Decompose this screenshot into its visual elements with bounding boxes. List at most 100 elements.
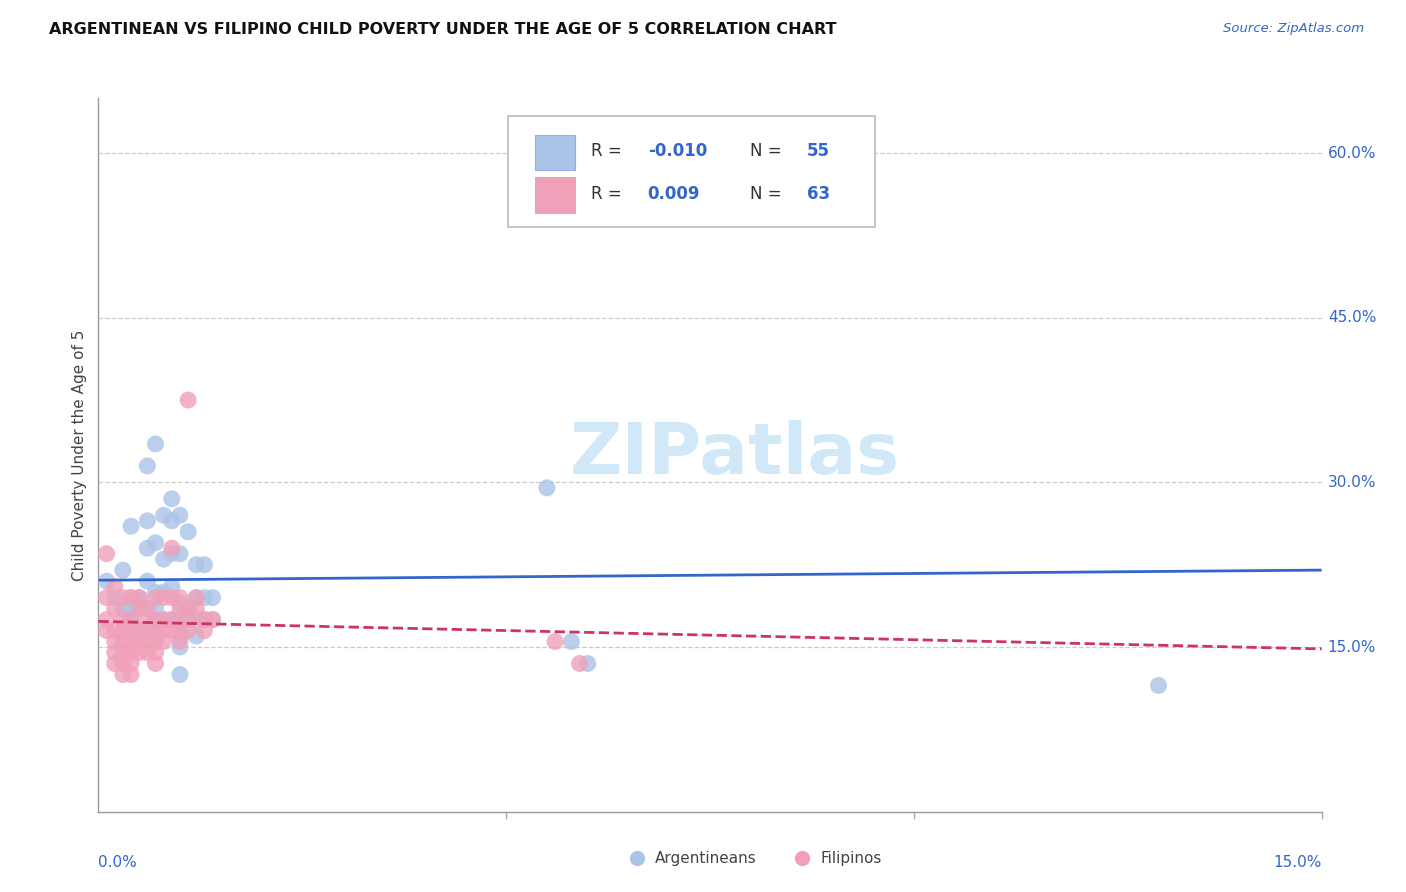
Text: Argentineans: Argentineans xyxy=(655,851,756,865)
Point xyxy=(544,634,567,648)
Point xyxy=(145,634,167,648)
Point xyxy=(128,624,150,638)
Point xyxy=(193,558,215,572)
Point xyxy=(576,657,599,671)
Point xyxy=(128,591,150,605)
Point xyxy=(145,535,167,549)
Point xyxy=(145,591,167,605)
Point xyxy=(128,591,150,605)
Point xyxy=(536,481,558,495)
Point xyxy=(120,601,142,615)
Point xyxy=(104,646,127,660)
Point xyxy=(169,629,191,643)
Point xyxy=(186,558,208,572)
Text: Filipinos: Filipinos xyxy=(820,851,882,865)
Point xyxy=(120,624,142,638)
Point xyxy=(145,624,167,638)
Text: -0.010: -0.010 xyxy=(648,142,707,161)
Text: R =: R = xyxy=(592,142,627,161)
Text: 55: 55 xyxy=(807,142,830,161)
Point xyxy=(136,574,159,589)
Point xyxy=(186,613,208,627)
Text: 60.0%: 60.0% xyxy=(1327,145,1376,161)
Point xyxy=(169,640,191,654)
Point xyxy=(111,613,134,627)
Point xyxy=(120,634,142,648)
Y-axis label: Child Poverty Under the Age of 5: Child Poverty Under the Age of 5 xyxy=(72,329,87,581)
Point xyxy=(1147,678,1170,692)
Text: 30.0%: 30.0% xyxy=(1327,475,1376,490)
Point xyxy=(201,591,224,605)
Point xyxy=(145,601,167,615)
Point xyxy=(160,613,183,627)
Point xyxy=(96,574,118,589)
Point xyxy=(136,601,159,615)
Point xyxy=(136,613,159,627)
Text: R =: R = xyxy=(592,185,627,202)
Point xyxy=(160,580,183,594)
Point xyxy=(177,613,200,627)
Point xyxy=(104,624,127,638)
Point xyxy=(145,613,167,627)
Point xyxy=(160,613,183,627)
Point xyxy=(177,392,200,407)
Point xyxy=(136,458,159,473)
Point xyxy=(169,667,191,681)
Point xyxy=(104,657,127,671)
Point xyxy=(169,613,191,627)
FancyBboxPatch shape xyxy=(536,178,575,213)
Point xyxy=(96,624,118,638)
Point xyxy=(169,547,191,561)
Point xyxy=(120,591,142,605)
Point xyxy=(169,624,191,638)
FancyBboxPatch shape xyxy=(508,116,875,227)
Point xyxy=(160,491,183,506)
Point xyxy=(136,646,159,660)
Point xyxy=(104,580,127,594)
Point xyxy=(186,601,208,615)
Point xyxy=(201,613,224,627)
Text: 63: 63 xyxy=(807,185,830,202)
Point xyxy=(111,657,134,671)
Text: N =: N = xyxy=(751,185,787,202)
Point xyxy=(96,547,118,561)
Point xyxy=(128,646,150,660)
Point xyxy=(160,541,183,556)
Point xyxy=(136,634,159,648)
Point xyxy=(120,657,142,671)
Text: N =: N = xyxy=(751,142,787,161)
Point xyxy=(152,585,174,599)
Text: 15.0%: 15.0% xyxy=(1327,640,1376,655)
Text: Source: ZipAtlas.com: Source: ZipAtlas.com xyxy=(1223,22,1364,36)
Point xyxy=(104,591,127,605)
Point xyxy=(145,646,167,660)
Point xyxy=(186,591,208,605)
Point xyxy=(177,601,200,615)
Point xyxy=(169,601,191,615)
Point xyxy=(169,591,191,605)
Point xyxy=(145,613,167,627)
Point xyxy=(128,601,150,615)
Point xyxy=(111,634,134,648)
Point xyxy=(120,591,142,605)
Point xyxy=(136,601,159,615)
Point xyxy=(152,591,174,605)
Point xyxy=(104,601,127,615)
Point xyxy=(111,591,134,605)
Point xyxy=(186,591,208,605)
Text: 15.0%: 15.0% xyxy=(1274,855,1322,870)
Point xyxy=(169,508,191,523)
Point xyxy=(152,634,174,648)
Point xyxy=(152,613,174,627)
Point xyxy=(152,613,174,627)
Point xyxy=(145,437,167,451)
Point xyxy=(145,657,167,671)
Point xyxy=(104,634,127,648)
Point xyxy=(536,173,558,187)
Point xyxy=(111,624,134,638)
Point xyxy=(136,514,159,528)
Point xyxy=(160,514,183,528)
Point xyxy=(160,591,183,605)
Point xyxy=(120,667,142,681)
FancyBboxPatch shape xyxy=(536,135,575,170)
